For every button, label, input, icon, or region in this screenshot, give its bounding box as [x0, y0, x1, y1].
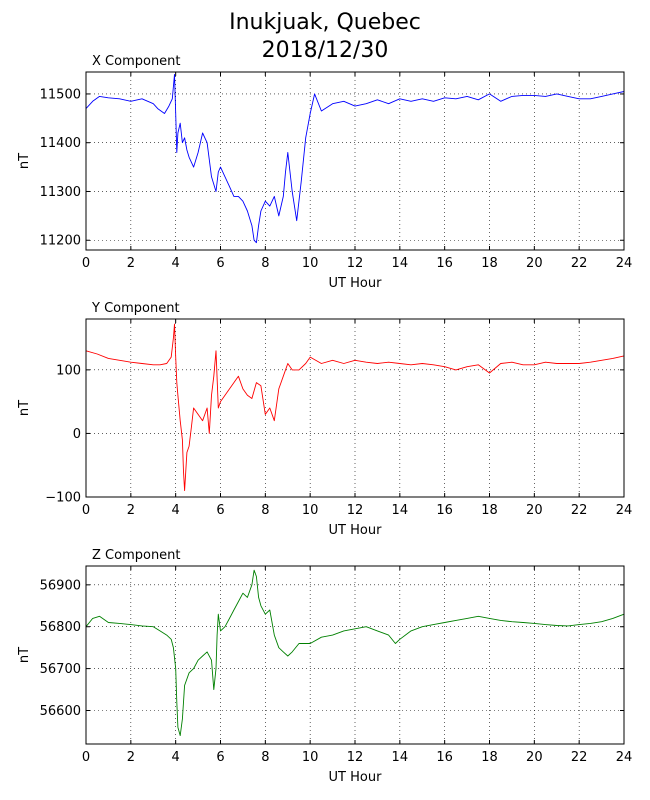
- z-x-tick-label: 18: [481, 750, 498, 765]
- x-series-line: [85, 73, 625, 244]
- z-x-tick-label: 22: [571, 750, 588, 765]
- x-x-tick-label: 0: [82, 256, 90, 271]
- z-x-tick-label: 4: [172, 750, 180, 765]
- y-y-axis-label: nT: [17, 400, 32, 416]
- y-x-tick-label: 4: [172, 503, 180, 518]
- y-panel-title: Y Component: [91, 301, 180, 316]
- z-y-tick-label: 56600: [40, 704, 81, 719]
- y-x-tick-label: 20: [526, 503, 543, 518]
- y-x-tick-label: 18: [481, 503, 498, 518]
- z-y-tick-label: 56800: [40, 620, 81, 635]
- x-y-tick-label: 11500: [40, 87, 81, 102]
- x-y-axis-label: nT: [17, 153, 32, 169]
- x-x-tick-label: 12: [347, 256, 364, 271]
- z-x-tick-label: 2: [127, 750, 135, 765]
- figure-subtitle: 2018/12/30: [261, 38, 389, 63]
- z-x-axis-label: UT Hour: [329, 770, 383, 785]
- y-x-tick-label: 10: [302, 503, 319, 518]
- x-x-tick-label: 20: [526, 256, 543, 271]
- z-y-axis-label: nT: [17, 647, 32, 663]
- z-x-tick-label: 10: [302, 750, 319, 765]
- y-x-tick-label: 16: [436, 503, 453, 518]
- y-x-tick-label: 2: [127, 503, 135, 518]
- z-x-tick-label: 14: [392, 750, 409, 765]
- y-x-tick-label: 6: [216, 503, 224, 518]
- z-x-tick-label: 12: [347, 750, 364, 765]
- z-x-tick-label: 0: [82, 750, 90, 765]
- z-series-line: [85, 569, 625, 737]
- y-y-tick-label: 100: [56, 363, 81, 378]
- x-x-tick-label: 8: [261, 256, 269, 271]
- z-x-tick-label: 8: [261, 750, 269, 765]
- y-y-tick-label: −100: [45, 491, 81, 506]
- y-x-tick-label: 24: [616, 503, 633, 518]
- z-panel-title: Z Component: [92, 548, 181, 563]
- x-panel-title: X Component: [92, 54, 181, 69]
- y-x-axis-label: UT Hour: [329, 523, 383, 538]
- x-x-tick-label: 16: [436, 256, 453, 271]
- x-x-tick-label: 2: [127, 256, 135, 271]
- x-x-tick-label: 22: [571, 256, 588, 271]
- z-y-tick-label: 56700: [40, 662, 81, 677]
- y-x-tick-label: 0: [82, 503, 90, 518]
- x-x-tick-label: 4: [172, 256, 180, 271]
- x-x-tick-label: 24: [616, 256, 633, 271]
- z-y-tick-label: 56900: [40, 578, 81, 593]
- x-x-tick-label: 18: [481, 256, 498, 271]
- z-x-tick-label: 20: [526, 750, 543, 765]
- x-y-tick-label: 11400: [40, 136, 81, 151]
- x-x-tick-label: 6: [216, 256, 224, 271]
- z-x-tick-label: 16: [436, 750, 453, 765]
- y-x-tick-label: 14: [392, 503, 409, 518]
- x-x-tick-label: 10: [302, 256, 319, 271]
- figure-title: Inukjuak, Quebec: [229, 10, 421, 35]
- x-x-axis-label: UT Hour: [329, 276, 383, 291]
- x-x-tick-label: 14: [392, 256, 409, 271]
- z-x-tick-label: 24: [616, 750, 633, 765]
- x-y-tick-label: 11200: [40, 234, 81, 249]
- y-x-tick-label: 22: [571, 503, 588, 518]
- x-y-tick-label: 11300: [40, 185, 81, 200]
- y-series-line: [85, 323, 625, 492]
- y-x-tick-label: 12: [347, 503, 364, 518]
- z-x-tick-label: 6: [216, 750, 224, 765]
- y-x-tick-label: 8: [261, 503, 269, 518]
- y-y-tick-label: 0: [73, 427, 81, 442]
